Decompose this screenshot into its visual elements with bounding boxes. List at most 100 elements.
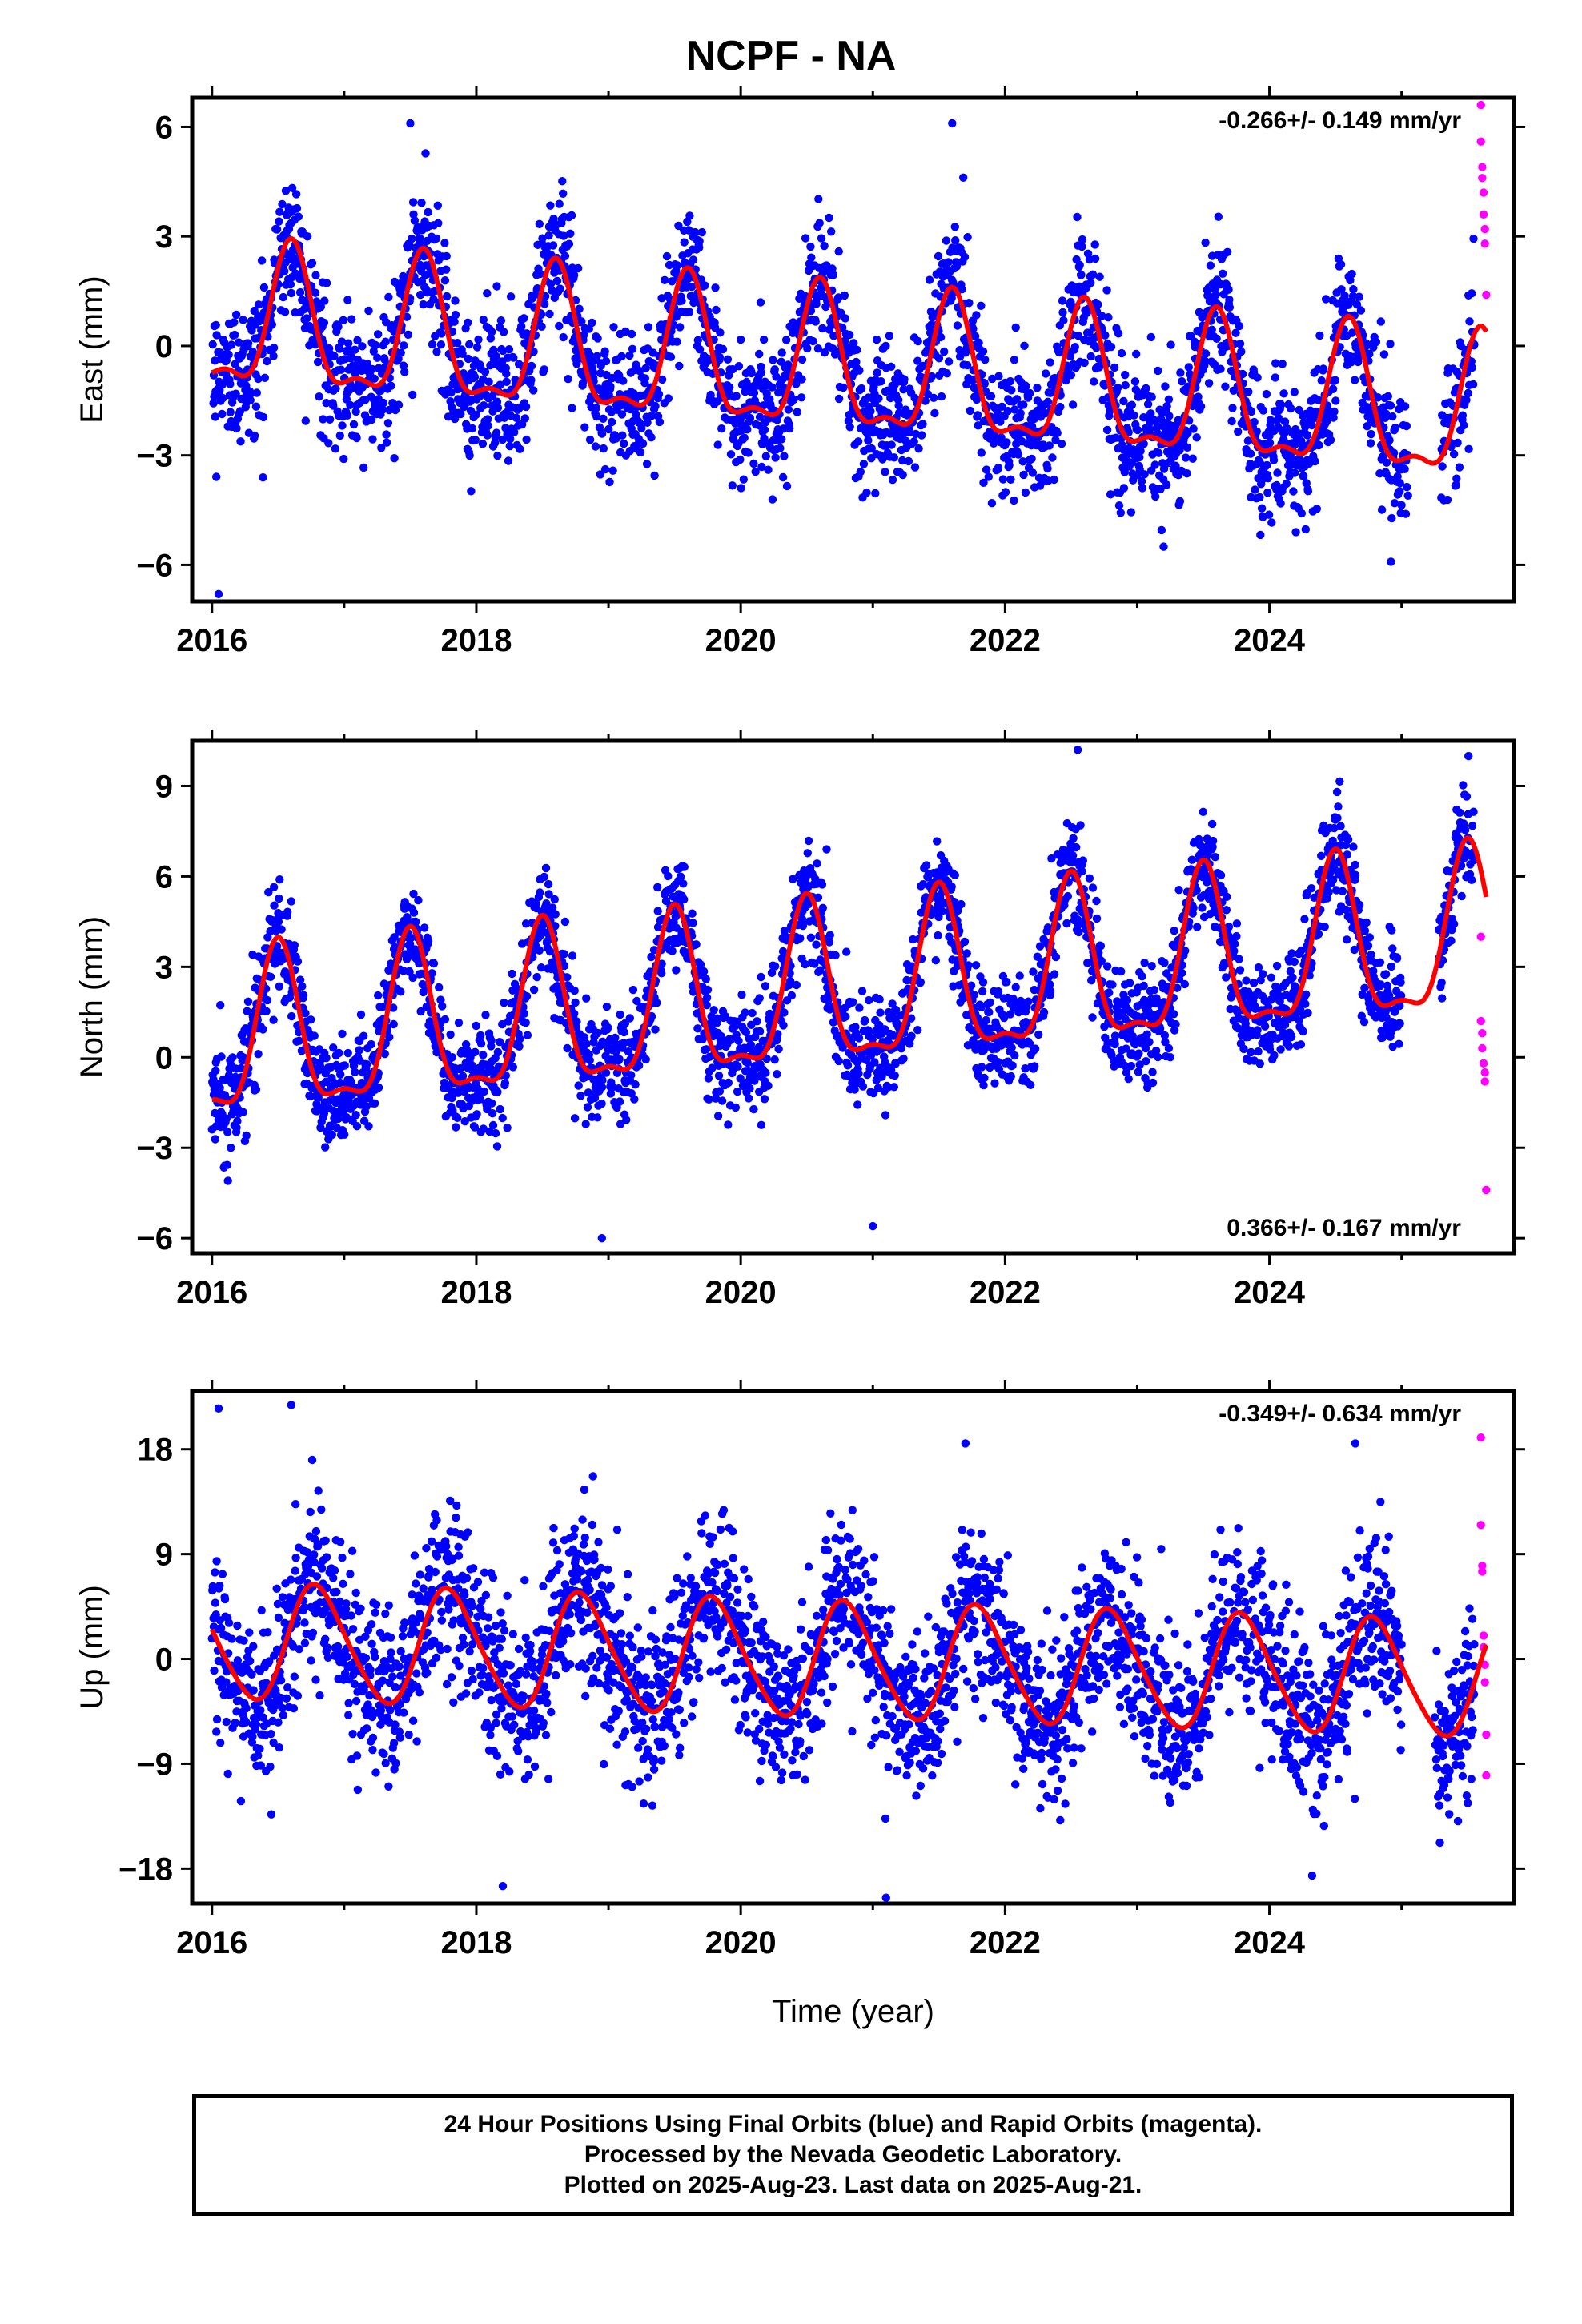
final-point [1214,212,1223,221]
final-point [222,1114,231,1123]
rapid-point [1476,100,1485,110]
final-point [1460,420,1468,430]
final-point [1121,370,1130,380]
final-point [440,1015,450,1024]
final-point [1176,368,1185,377]
final-point [274,917,283,927]
final-point [1443,495,1452,505]
final-point [876,1008,885,1017]
final-point [409,908,419,917]
final-point [1088,270,1098,279]
final-point [324,439,333,448]
final-point [770,962,780,971]
final-point [1263,474,1273,483]
final-point [825,931,835,939]
final-point [1022,382,1030,391]
final-point [212,472,221,481]
final-point [447,1087,456,1096]
rapid-point [1480,239,1489,248]
final-point [408,390,417,400]
final-point [1267,518,1276,527]
final-point [492,352,500,360]
final-point [298,982,307,991]
y-tick-label: −3 [136,439,173,474]
final-point [352,433,361,443]
final-point [496,380,504,389]
final-point [1246,449,1255,458]
final-point [817,234,826,243]
final-point [227,1144,235,1152]
final-point [440,276,450,285]
final-point [355,1046,363,1055]
final-point [632,996,641,1006]
final-point [1090,240,1099,249]
final-point [685,211,694,220]
final-point [829,332,838,340]
final-point [1094,300,1102,309]
final-point [1206,261,1215,270]
final-point [555,199,564,208]
final-point [560,950,568,959]
final-point [627,1071,636,1080]
final-point [218,409,227,419]
final-point [625,1014,634,1023]
final-point [555,321,564,331]
final-point [1188,454,1197,463]
final-point [351,1068,359,1076]
final-point [472,343,482,352]
final-point [867,444,877,453]
final-point [503,1124,512,1132]
final-point [779,424,788,433]
final-point [713,440,722,449]
final-point [982,1015,990,1025]
final-point [536,269,544,279]
final-point [806,242,815,251]
final-point [1438,462,1447,471]
final-point [437,329,446,338]
final-point [335,1078,344,1088]
final-point [334,1114,343,1124]
final-point [211,412,219,421]
final-point [574,263,583,273]
final-point [254,374,263,384]
final-point [1212,334,1221,343]
final-point [347,1077,355,1086]
final-point [1386,340,1395,348]
final-point [1290,388,1299,396]
final-point [585,1055,594,1065]
final-point [843,1061,853,1070]
final-point [259,412,268,422]
model-fit-line [211,235,1488,466]
final-point [711,283,720,292]
final-point [881,468,889,476]
final-point [371,340,380,350]
final-point [529,386,538,395]
final-point [496,1104,504,1114]
final-point [1303,487,1313,496]
final-point [647,952,656,962]
final-point [491,1128,500,1138]
final-point [1374,393,1383,402]
final-point [1311,456,1319,466]
final-point [770,1055,779,1064]
final-point [1116,509,1126,517]
final-point [1252,427,1261,436]
final-point [1119,396,1128,406]
final-point [666,352,676,361]
final-point [1221,382,1230,391]
final-point [759,335,769,344]
final-point [642,460,652,468]
final-point [215,1084,224,1092]
final-point [664,871,673,881]
final-point [382,438,391,447]
final-point [647,433,656,442]
final-point [648,348,657,357]
final-point [1228,404,1237,412]
final-point [907,1031,916,1041]
final-point [958,285,966,294]
final-point [604,424,613,434]
final-point [488,1120,498,1130]
final-point [1449,449,1459,459]
final-point [560,917,570,927]
final-point [584,1088,593,1097]
